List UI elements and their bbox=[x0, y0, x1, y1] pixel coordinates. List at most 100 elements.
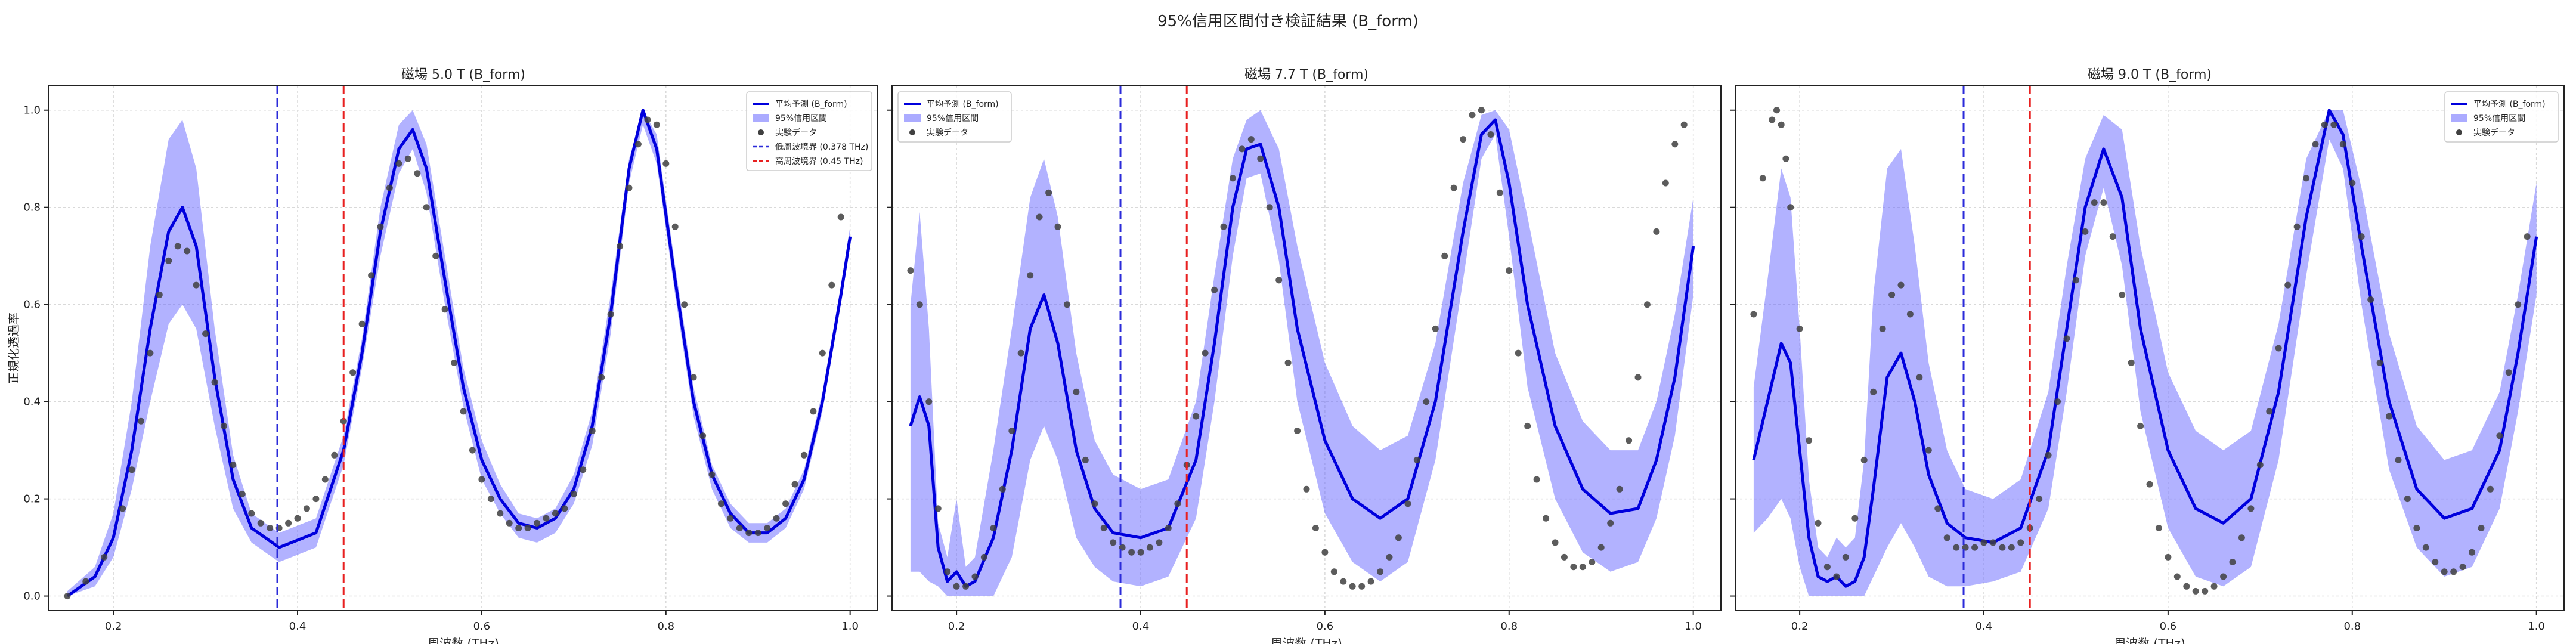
data-point bbox=[1450, 184, 1457, 191]
x-tick-label: 0.2 bbox=[948, 620, 965, 633]
data-point bbox=[717, 500, 724, 507]
data-point bbox=[2349, 179, 2356, 187]
data-point bbox=[1643, 301, 1651, 308]
data-point bbox=[773, 515, 780, 522]
data-point bbox=[1842, 553, 1849, 561]
data-point bbox=[1008, 428, 1015, 434]
data-point bbox=[2432, 559, 2439, 565]
data-point bbox=[2045, 451, 2052, 459]
data-point bbox=[1386, 553, 1393, 561]
data-point bbox=[2376, 359, 2383, 366]
data-point bbox=[925, 398, 933, 405]
data-point bbox=[1413, 456, 1420, 463]
data-point bbox=[2063, 335, 2070, 342]
data-point bbox=[2515, 301, 2522, 308]
data-point bbox=[1680, 121, 1688, 128]
data-point bbox=[2441, 568, 2448, 575]
data-point bbox=[1597, 544, 1605, 551]
data-point bbox=[1119, 544, 1126, 551]
data-point bbox=[990, 525, 997, 531]
data-point bbox=[1806, 437, 1813, 444]
data-point bbox=[819, 349, 826, 357]
axes-frame bbox=[48, 85, 878, 611]
data-point bbox=[745, 530, 753, 537]
data-point bbox=[626, 184, 633, 191]
data-point bbox=[1653, 228, 1660, 235]
data-point bbox=[239, 490, 246, 497]
legend-label: 95%信用区間 bbox=[927, 114, 979, 123]
data-point bbox=[312, 496, 320, 503]
data-point bbox=[1146, 544, 1153, 551]
data-point bbox=[211, 379, 218, 386]
panel-1: 0.2 0.4 0.6 0.8 1.0 0.0 0.2 0.4 0.6 0.8 1.0 磁場 5.0 … bbox=[7, 67, 878, 644]
data-point bbox=[1478, 107, 1485, 114]
data-point bbox=[1266, 204, 1273, 211]
data-point bbox=[800, 451, 807, 459]
data-point bbox=[598, 374, 605, 381]
data-point bbox=[1229, 175, 1236, 182]
data-point bbox=[497, 510, 504, 517]
x-tick-label: 0.4 bbox=[1132, 620, 1150, 633]
data-point bbox=[165, 257, 172, 264]
data-point bbox=[1275, 277, 1283, 284]
x-tick-label: 0.2 bbox=[105, 620, 122, 633]
data-point bbox=[543, 515, 550, 522]
data-point bbox=[2146, 481, 2153, 488]
mean-prediction-line bbox=[909, 118, 1695, 588]
data-point bbox=[2367, 296, 2374, 303]
data-point bbox=[1953, 544, 1960, 551]
data-point bbox=[2450, 568, 2457, 575]
x-tick-label: 1.0 bbox=[841, 620, 859, 633]
data-point bbox=[386, 184, 393, 191]
legend-ci-swatch bbox=[904, 114, 921, 122]
data-point bbox=[2303, 175, 2310, 182]
data-point bbox=[1823, 564, 1831, 571]
data-point bbox=[340, 417, 347, 425]
data-point bbox=[1773, 107, 1780, 114]
data-point bbox=[1552, 539, 1559, 546]
data-point bbox=[432, 252, 439, 259]
data-point bbox=[1045, 189, 1052, 196]
legend-label: 低周波境界 (0.378 THz) bbox=[775, 143, 868, 152]
data-point bbox=[1091, 500, 1098, 507]
legend-ci-swatch bbox=[2451, 114, 2467, 122]
data-point bbox=[1815, 519, 1822, 527]
data-point bbox=[934, 505, 942, 512]
data-point bbox=[267, 525, 274, 531]
data-point bbox=[2229, 559, 2236, 565]
data-point bbox=[1662, 179, 1669, 187]
y-tick-label: 0.6 bbox=[23, 299, 41, 311]
data-point bbox=[2330, 121, 2337, 128]
data-point bbox=[589, 428, 596, 434]
data-point bbox=[1607, 519, 1614, 527]
data-point bbox=[2247, 505, 2255, 512]
mean-prediction-line bbox=[1752, 109, 2538, 588]
legend-label: 平均予測 (B_form) bbox=[2473, 100, 2546, 109]
data-point bbox=[653, 121, 660, 128]
data-point bbox=[1496, 189, 1503, 196]
data-point bbox=[1561, 553, 1568, 561]
data-point bbox=[82, 578, 89, 585]
data-point bbox=[754, 530, 761, 537]
data-point bbox=[1193, 413, 1200, 420]
data-point bbox=[423, 204, 430, 211]
data-point bbox=[257, 519, 264, 527]
figure-suptitle: 95%信用区間付き検証結果 (B_form) bbox=[1157, 13, 1419, 30]
data-point bbox=[1312, 525, 1319, 531]
data-point bbox=[506, 519, 513, 527]
legend-label: 平均予測 (B_form) bbox=[775, 100, 847, 109]
data-point bbox=[1916, 374, 1923, 381]
data-point bbox=[2487, 485, 2494, 493]
data-point bbox=[377, 223, 384, 230]
data-point bbox=[681, 301, 688, 308]
data-point bbox=[1671, 141, 1679, 148]
data-point bbox=[1487, 131, 1494, 138]
data-point bbox=[2082, 228, 2089, 235]
data-point bbox=[119, 505, 126, 512]
data-point bbox=[1971, 544, 1979, 551]
data-point bbox=[1284, 359, 1292, 366]
data-point bbox=[2192, 587, 2199, 595]
y-tick-label: 1.0 bbox=[23, 104, 41, 117]
data-point bbox=[699, 432, 707, 439]
data-point bbox=[2119, 291, 2126, 298]
